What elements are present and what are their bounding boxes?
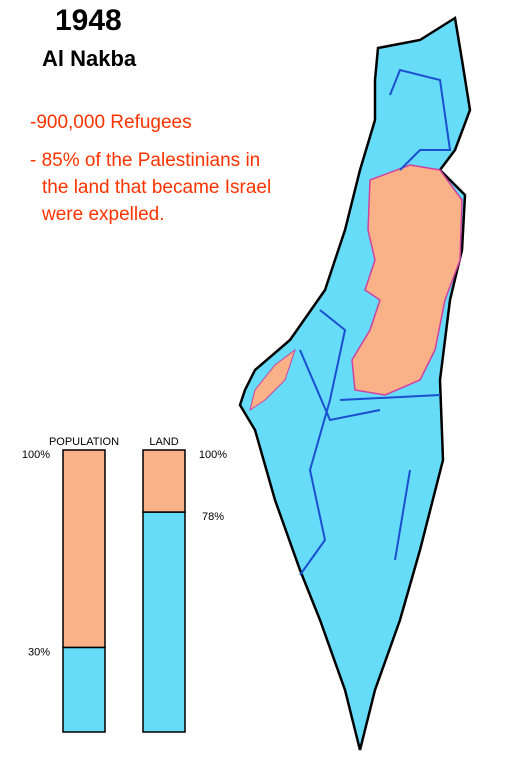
y2-tick-label: 100% <box>199 449 227 461</box>
category-label: POPULATION <box>49 436 119 448</box>
bar-segment <box>142 449 186 513</box>
chart: POPULATION LAND 30% 100% 78% 100% <box>22 436 227 733</box>
title: 1948 <box>55 4 122 37</box>
bullets: -900,000 Refugees - 85% of the Palestinia… <box>30 112 271 225</box>
y-tick-label: 100% <box>22 449 50 461</box>
bullet-text: were expelled. <box>41 204 165 225</box>
bar-segment <box>142 511 186 733</box>
bullet-text: the land that became Israel <box>42 177 271 198</box>
bullet-text: -900,000 Refugees <box>30 112 192 133</box>
y2-tick-label: 78% <box>202 511 224 523</box>
subtitle: Al Nakba <box>42 46 137 71</box>
bullet-text: - 85% of the Palestinians in <box>30 150 260 171</box>
map <box>238 15 472 751</box>
bar-segment <box>62 449 106 649</box>
map-borders <box>299 68 452 576</box>
y-tick-label: 30% <box>28 646 50 658</box>
category-label: LAND <box>149 436 178 448</box>
map-west-bank <box>351 164 463 396</box>
map-gaza <box>249 348 296 412</box>
bar-segment <box>62 646 106 733</box>
